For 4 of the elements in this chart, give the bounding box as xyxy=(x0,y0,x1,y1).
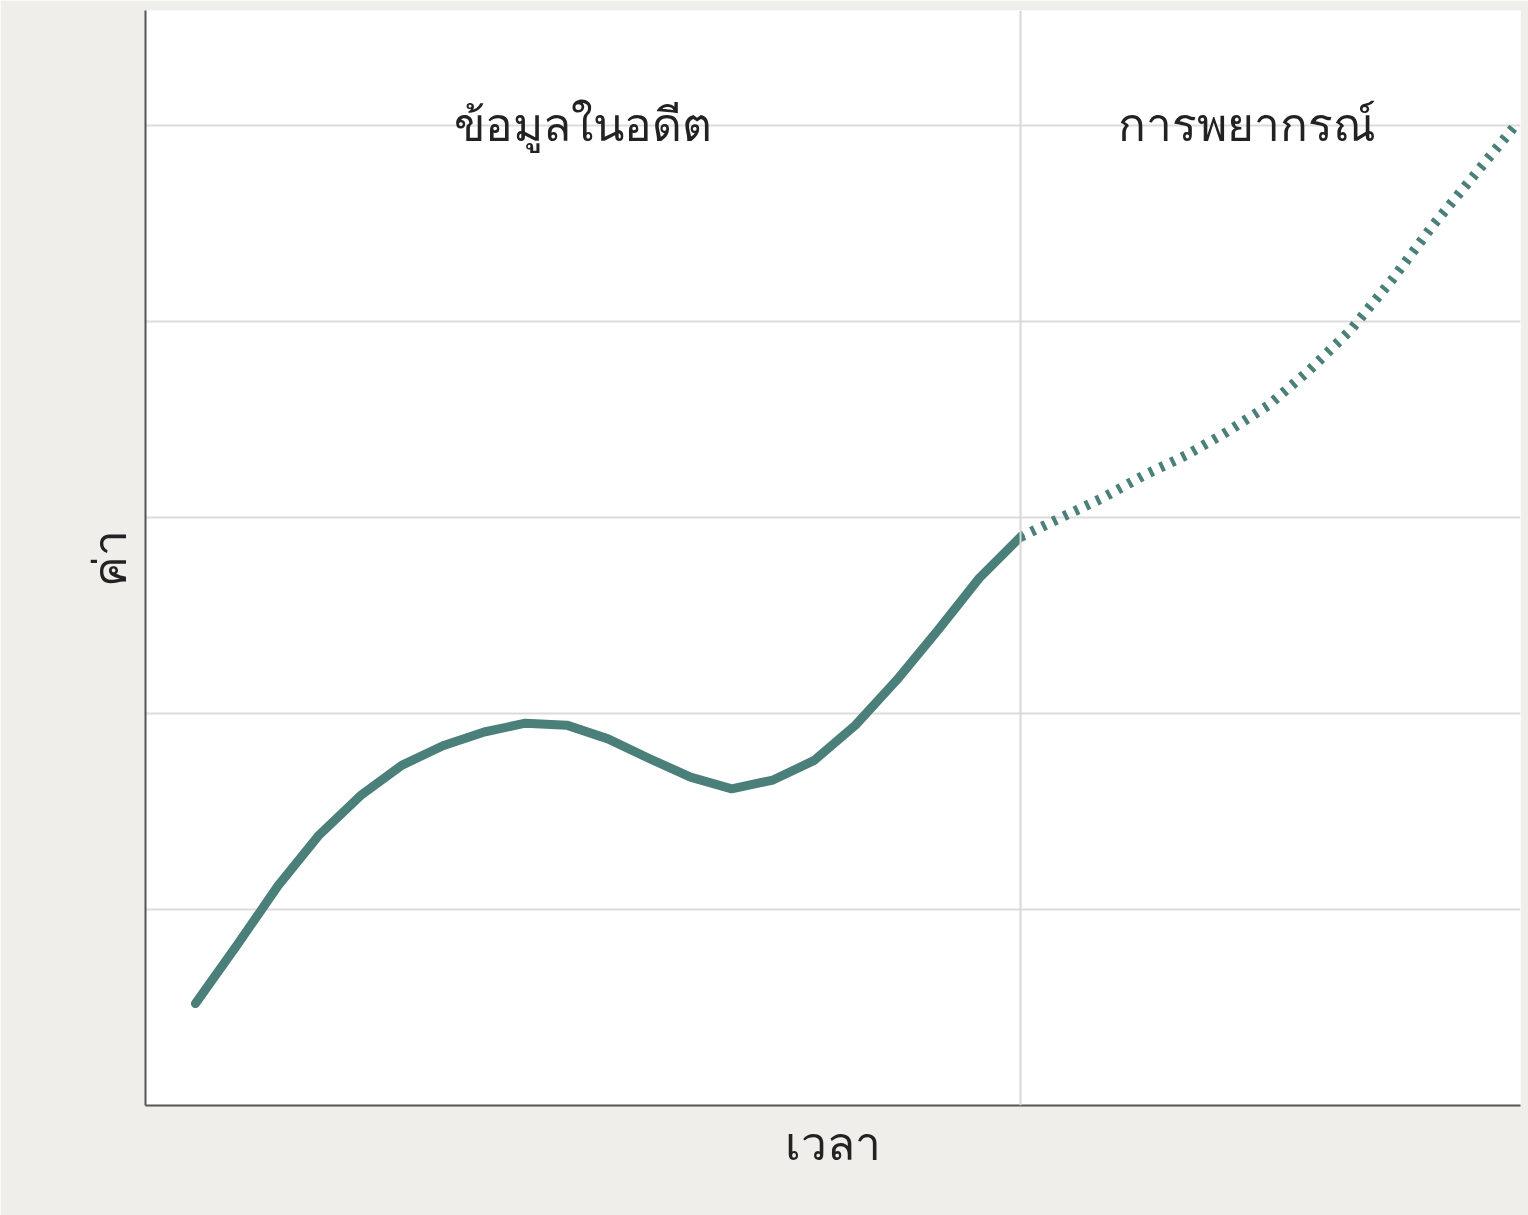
x-axis-title: เวลา xyxy=(785,1116,881,1171)
y-axis-title: ค่า xyxy=(82,529,137,587)
annotation: การพยากรณ์ xyxy=(1118,98,1377,153)
annotation: ข้อมูลในอดีต xyxy=(454,98,712,154)
